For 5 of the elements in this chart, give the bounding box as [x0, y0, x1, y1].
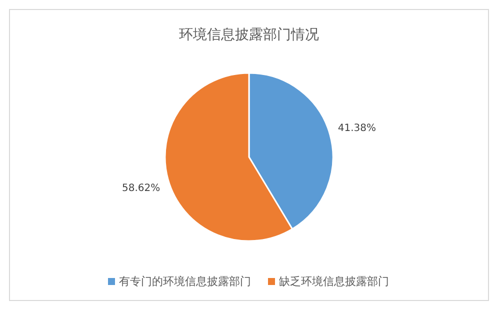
chart-title: 环境信息披露部门情况	[179, 27, 319, 43]
data-label: 58.62%	[122, 182, 160, 194]
legend-label: 缺乏环境信息披露部门	[279, 275, 389, 288]
data-label: 41.38%	[338, 123, 376, 134]
legend-label: 有专门的环境信息披露部门	[119, 275, 251, 288]
